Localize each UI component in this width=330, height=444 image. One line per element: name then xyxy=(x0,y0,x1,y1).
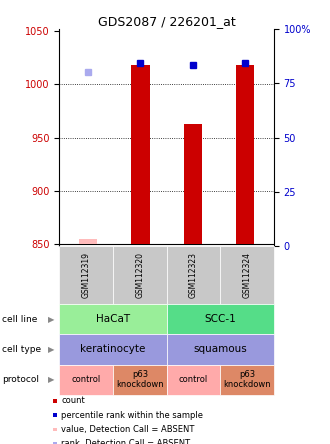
Text: ▶: ▶ xyxy=(48,375,54,384)
Text: GSM112320: GSM112320 xyxy=(135,252,144,298)
Text: count: count xyxy=(61,396,85,405)
Text: percentile rank within the sample: percentile rank within the sample xyxy=(61,411,203,420)
Title: GDS2087 / 226201_at: GDS2087 / 226201_at xyxy=(98,15,236,28)
Text: rank, Detection Call = ABSENT: rank, Detection Call = ABSENT xyxy=(61,439,190,444)
Bar xyxy=(131,65,149,244)
Text: cell type: cell type xyxy=(2,345,41,354)
Text: HaCaT: HaCaT xyxy=(96,314,130,324)
Text: SCC-1: SCC-1 xyxy=(204,314,236,324)
Text: GSM112319: GSM112319 xyxy=(82,252,91,298)
Bar xyxy=(79,239,97,244)
Text: protocol: protocol xyxy=(2,375,39,384)
Text: keratinocyte: keratinocyte xyxy=(80,345,146,354)
Text: cell line: cell line xyxy=(2,315,37,324)
Text: value, Detection Call = ABSENT: value, Detection Call = ABSENT xyxy=(61,425,194,434)
Text: ▶: ▶ xyxy=(48,345,54,354)
Text: ▶: ▶ xyxy=(48,315,54,324)
Text: GSM112324: GSM112324 xyxy=(243,252,251,298)
Text: control: control xyxy=(179,375,208,384)
Text: control: control xyxy=(72,375,101,384)
Bar xyxy=(236,65,254,244)
Text: p63
knockdown: p63 knockdown xyxy=(223,370,271,389)
Text: squamous: squamous xyxy=(193,345,247,354)
Bar xyxy=(184,124,202,244)
Text: GSM112323: GSM112323 xyxy=(189,252,198,298)
Text: p63
knockdown: p63 knockdown xyxy=(116,370,164,389)
